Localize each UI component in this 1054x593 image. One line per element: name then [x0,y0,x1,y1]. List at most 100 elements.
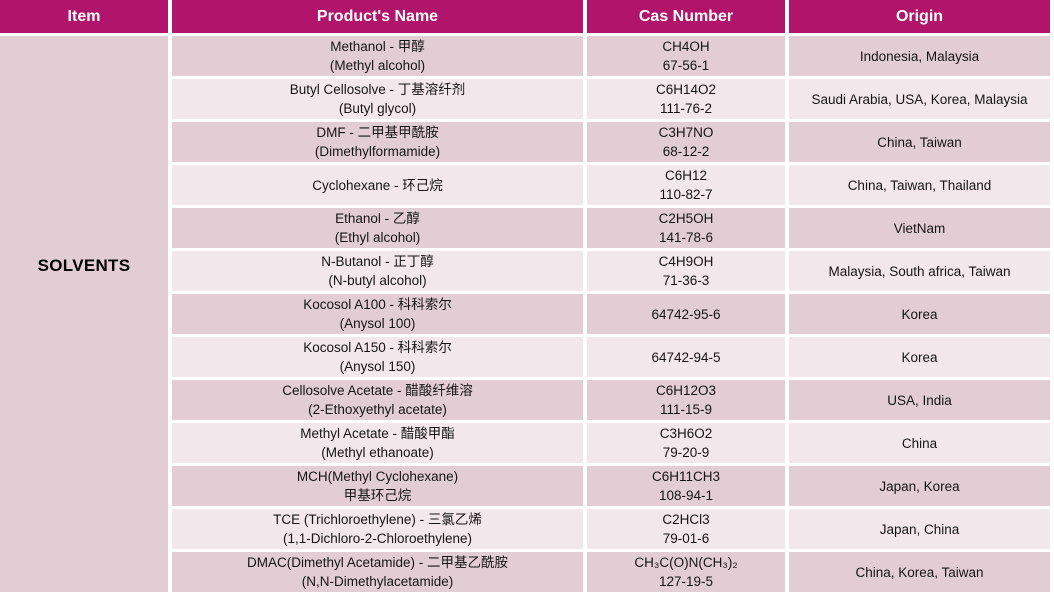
product-name-cell: DMF - 二甲基甲酰胺 (Dimethylformamide) [172,122,583,162]
product-name-cell: Kocosol A150 - 科科索尔 (Anysol 150) [172,337,583,377]
cas-formula-line: 64742-94-5 [651,349,721,365]
product-name-line2: (N,N-Dimethylacetamide) [301,574,454,589]
origin-cell: USA, India [789,380,1050,420]
cas-number-cell: 64742-94-5 [587,337,785,377]
cas-number-line: 71-36-3 [662,273,710,288]
cas-number-line: 110-82-7 [659,187,713,202]
cas-number-line: 127-19-5 [658,574,714,589]
product-name-line1: TCE (Trichloroethylene) - 三氯乙烯 [273,512,482,527]
item-category-cell: SOLVENTS [0,36,168,592]
product-name-line2: (Butyl glycol) [338,101,417,116]
cas-formula-line: C2H5OH [658,211,714,226]
origin-cell: China, Taiwan [789,122,1050,162]
cas-formula-line: C3H6O2 [659,426,713,441]
product-name-line1: Methanol - 甲醇 [330,39,425,54]
cas-number-cell: CH₃C(O)N(CH₃)₂ 127-19-5 [587,552,785,592]
product-name-line2: (N-butyl alcohol) [328,273,427,288]
origin-cell: Saudi Arabia, USA, Korea, Malaysia [789,79,1050,119]
origin-cell: China, Taiwan, Thailand [789,165,1050,205]
cas-number-line: 79-20-9 [662,445,710,460]
product-name-line1: Cellosolve Acetate - 醋酸纤维溶 [282,383,473,398]
product-name-cell: TCE (Trichloroethylene) - 三氯乙烯 (1,1-Dich… [172,509,583,549]
column-header-product-name: Product's Name [172,0,583,33]
product-name-cell: Ethanol - 乙醇 (Ethyl alcohol) [172,208,583,248]
product-name-line2: (Methyl ethanoate) [321,445,434,460]
product-name-cell: Cyclohexane - 环己烷 [172,165,583,205]
product-name-line1: Ethanol - 乙醇 [335,211,420,226]
cas-number-line: 141-78-6 [658,230,714,245]
product-name-line1: MCH(Methyl Cyclohexane) [296,469,459,484]
cas-number-cell: C6H12 110-82-7 [587,165,785,205]
origin-countries: Japan, Korea [879,478,960,494]
origin-countries: Malaysia, South africa, Taiwan [828,263,1011,279]
origin-cell: Korea [789,294,1050,334]
origin-countries: Indonesia, Malaysia [859,48,980,64]
cas-formula-line: C6H12 [664,168,708,183]
product-name-line1: Butyl Cellosolve - 丁基溶纤剂 [289,82,466,97]
cas-number-line: 67-56-1 [662,58,710,73]
product-name-line2: (Anysol 150) [339,359,416,374]
column-header-cas-number: Cas Number [587,0,785,33]
product-name-line2: (Anysol 100) [339,316,416,331]
product-name-line1: DMAC(Dimethyl Acetamide) - 二甲基乙酰胺 [246,555,509,570]
origin-countries: China, Korea, Taiwan [855,564,984,580]
product-name-line2: (Ethyl alcohol) [334,230,421,245]
cas-formula-line: C3H7NO [658,125,714,140]
product-name-line2: (1,1-Dichloro-2-Chloroethylene) [282,531,473,546]
origin-countries: USA, India [887,392,952,408]
product-name-cell: Methyl Acetate - 醋酸甲酯 (Methyl ethanoate) [172,423,583,463]
product-name-cell: Kocosol A100 - 科科索尔 (Anysol 100) [172,294,583,334]
product-name-line1: N-Butanol - 正丁醇 [321,254,434,269]
cas-formula-line: C4H9OH [658,254,714,269]
product-name-cell: DMAC(Dimethyl Acetamide) - 二甲基乙酰胺 (N,N-D… [172,552,583,592]
cas-formula-line: C6H12O3 [655,383,717,398]
product-name-line1: Cyclohexane - 环己烷 [312,177,443,193]
product-name-cell: MCH(Methyl Cyclohexane) 甲基环己烷 [172,466,583,506]
origin-countries: Korea [901,306,938,322]
product-name-cell: Methanol - 甲醇 (Methyl alcohol) [172,36,583,76]
origin-countries: Japan, China [879,521,960,537]
cas-number-cell: C4H9OH 71-36-3 [587,251,785,291]
product-name-line1: Methyl Acetate - 醋酸甲酯 [300,426,455,441]
cas-number-cell: C2HCl3 79-01-6 [587,509,785,549]
cas-number-line: 111-76-2 [659,101,713,116]
cas-number-cell: C3H6O2 79-20-9 [587,423,785,463]
product-name-line2: (Dimethylformamide) [314,144,441,159]
origin-cell: Malaysia, South africa, Taiwan [789,251,1050,291]
cas-formula-line: C6H14O2 [655,82,717,97]
cas-number-cell: 64742-95-6 [587,294,785,334]
origin-countries: Saudi Arabia, USA, Korea, Malaysia [811,91,1028,107]
product-name-cell: Butyl Cellosolve - 丁基溶纤剂 (Butyl glycol) [172,79,583,119]
origin-cell: Korea [789,337,1050,377]
cas-formula-line: CH4OH [662,39,710,54]
origin-cell: Japan, China [789,509,1050,549]
origin-cell: Indonesia, Malaysia [789,36,1050,76]
origin-countries: China, Taiwan [877,134,962,150]
product-name-line1: Kocosol A150 - 科科索尔 [303,340,452,355]
cas-number-line: 79-01-6 [662,531,710,546]
cas-number-cell: C6H11CH3 108-94-1 [587,466,785,506]
cas-number-cell: C6H14O2 111-76-2 [587,79,785,119]
cas-number-cell: C6H12O3 111-15-9 [587,380,785,420]
origin-countries: Korea [901,349,938,365]
cas-number-line: 68-12-2 [662,144,710,159]
product-name-line2: (Methyl alcohol) [329,58,426,73]
product-name-cell: N-Butanol - 正丁醇 (N-butyl alcohol) [172,251,583,291]
cas-formula-line: C2HCl3 [662,512,710,527]
product-name-line1: Kocosol A100 - 科科索尔 [303,297,452,312]
cas-number-line: 111-15-9 [659,402,713,417]
origin-cell: China, Korea, Taiwan [789,552,1050,592]
origin-countries: China [901,435,938,451]
cas-number-cell: C2H5OH 141-78-6 [587,208,785,248]
cas-number-cell: CH4OH 67-56-1 [587,36,785,76]
origin-cell: China [789,423,1050,463]
origin-cell: Japan, Korea [789,466,1050,506]
column-header-origin: Origin [789,0,1050,33]
product-name-line2: (2-Ethoxyethyl acetate) [308,402,447,417]
cas-number-line: 108-94-1 [658,488,714,503]
product-name-line2: 甲基环己烷 [343,488,412,503]
cas-formula-line: C6H11CH3 [651,469,721,484]
origin-cell: VietNam [789,208,1050,248]
cas-number-cell: C3H7NO 68-12-2 [587,122,785,162]
